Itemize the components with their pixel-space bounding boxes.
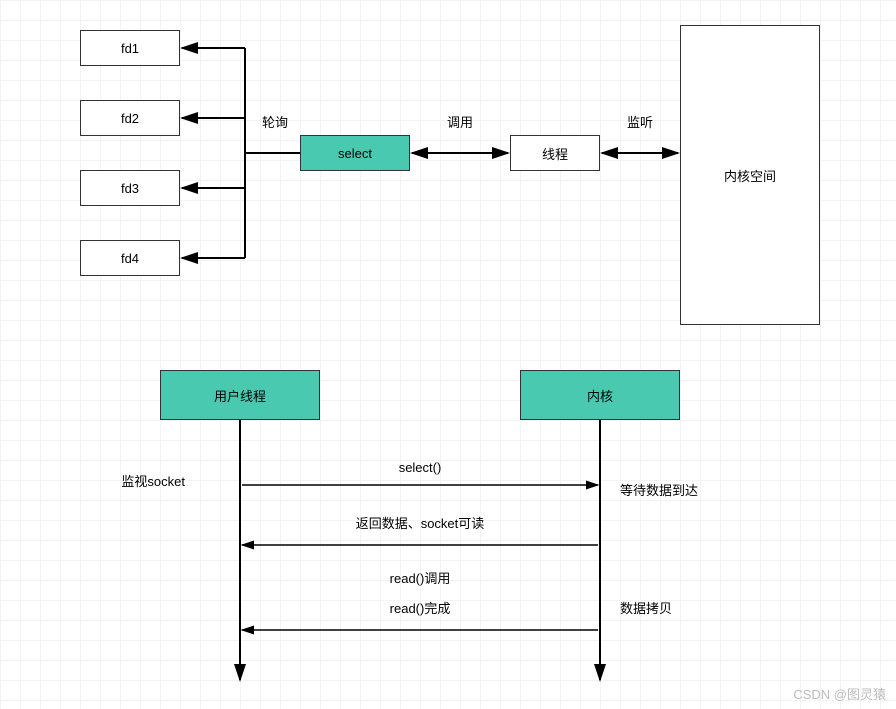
watermark: CSDN @图灵猿 bbox=[793, 684, 886, 703]
msg4-right: 数据拷贝 bbox=[620, 601, 672, 616]
poll-label: 轮询 bbox=[262, 115, 288, 130]
msg3-label: read()调用 bbox=[390, 571, 451, 586]
msg1-left: 监视socket bbox=[121, 474, 185, 489]
call-label: 调用 bbox=[447, 115, 473, 130]
msg4-label: read()完成 bbox=[390, 601, 451, 616]
msg1-right: 等待数据到达 bbox=[620, 483, 698, 498]
listen-label: 监听 bbox=[627, 115, 653, 130]
msg1-label: select() bbox=[399, 460, 442, 475]
msg2-label: 返回数据、socket可读 bbox=[356, 516, 485, 531]
arrows-layer: 轮询 调用 监听 select() 监视socket 等待数据到达 返回数据、s… bbox=[0, 0, 896, 709]
